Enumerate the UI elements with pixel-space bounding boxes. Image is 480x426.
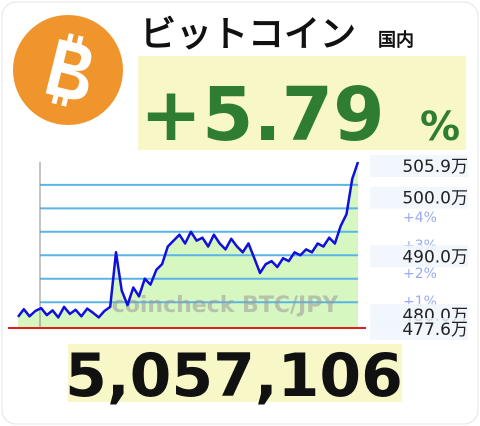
y2-tick-label: +4%: [403, 210, 437, 226]
y-tick-label: 490.0万: [402, 247, 468, 267]
y-tick-bg: [370, 245, 468, 268]
change-unit: %: [420, 104, 460, 150]
y-tick-label: 477.6万: [402, 320, 468, 340]
title: ビットコイン: [140, 14, 356, 55]
watermark: coincheck BTC/JPY: [112, 293, 340, 318]
price-box: [68, 344, 402, 402]
price: 5,057,106: [65, 341, 403, 411]
y-tick-bg: [370, 155, 468, 177]
y-tick-label: 505.9万: [402, 157, 468, 177]
area: [18, 162, 358, 328]
y-tick-bg: [370, 186, 468, 209]
change: +5.79: [140, 72, 385, 158]
change-box: [138, 56, 466, 150]
subtitle: 国内: [378, 29, 414, 51]
y-tick-label: 500.0万: [402, 189, 468, 209]
y2-tick-label: +2%: [403, 266, 437, 282]
y-tick-bg: [370, 318, 468, 340]
bitcoin-glyph: [45, 33, 92, 107]
price-line: [17, 161, 360, 319]
